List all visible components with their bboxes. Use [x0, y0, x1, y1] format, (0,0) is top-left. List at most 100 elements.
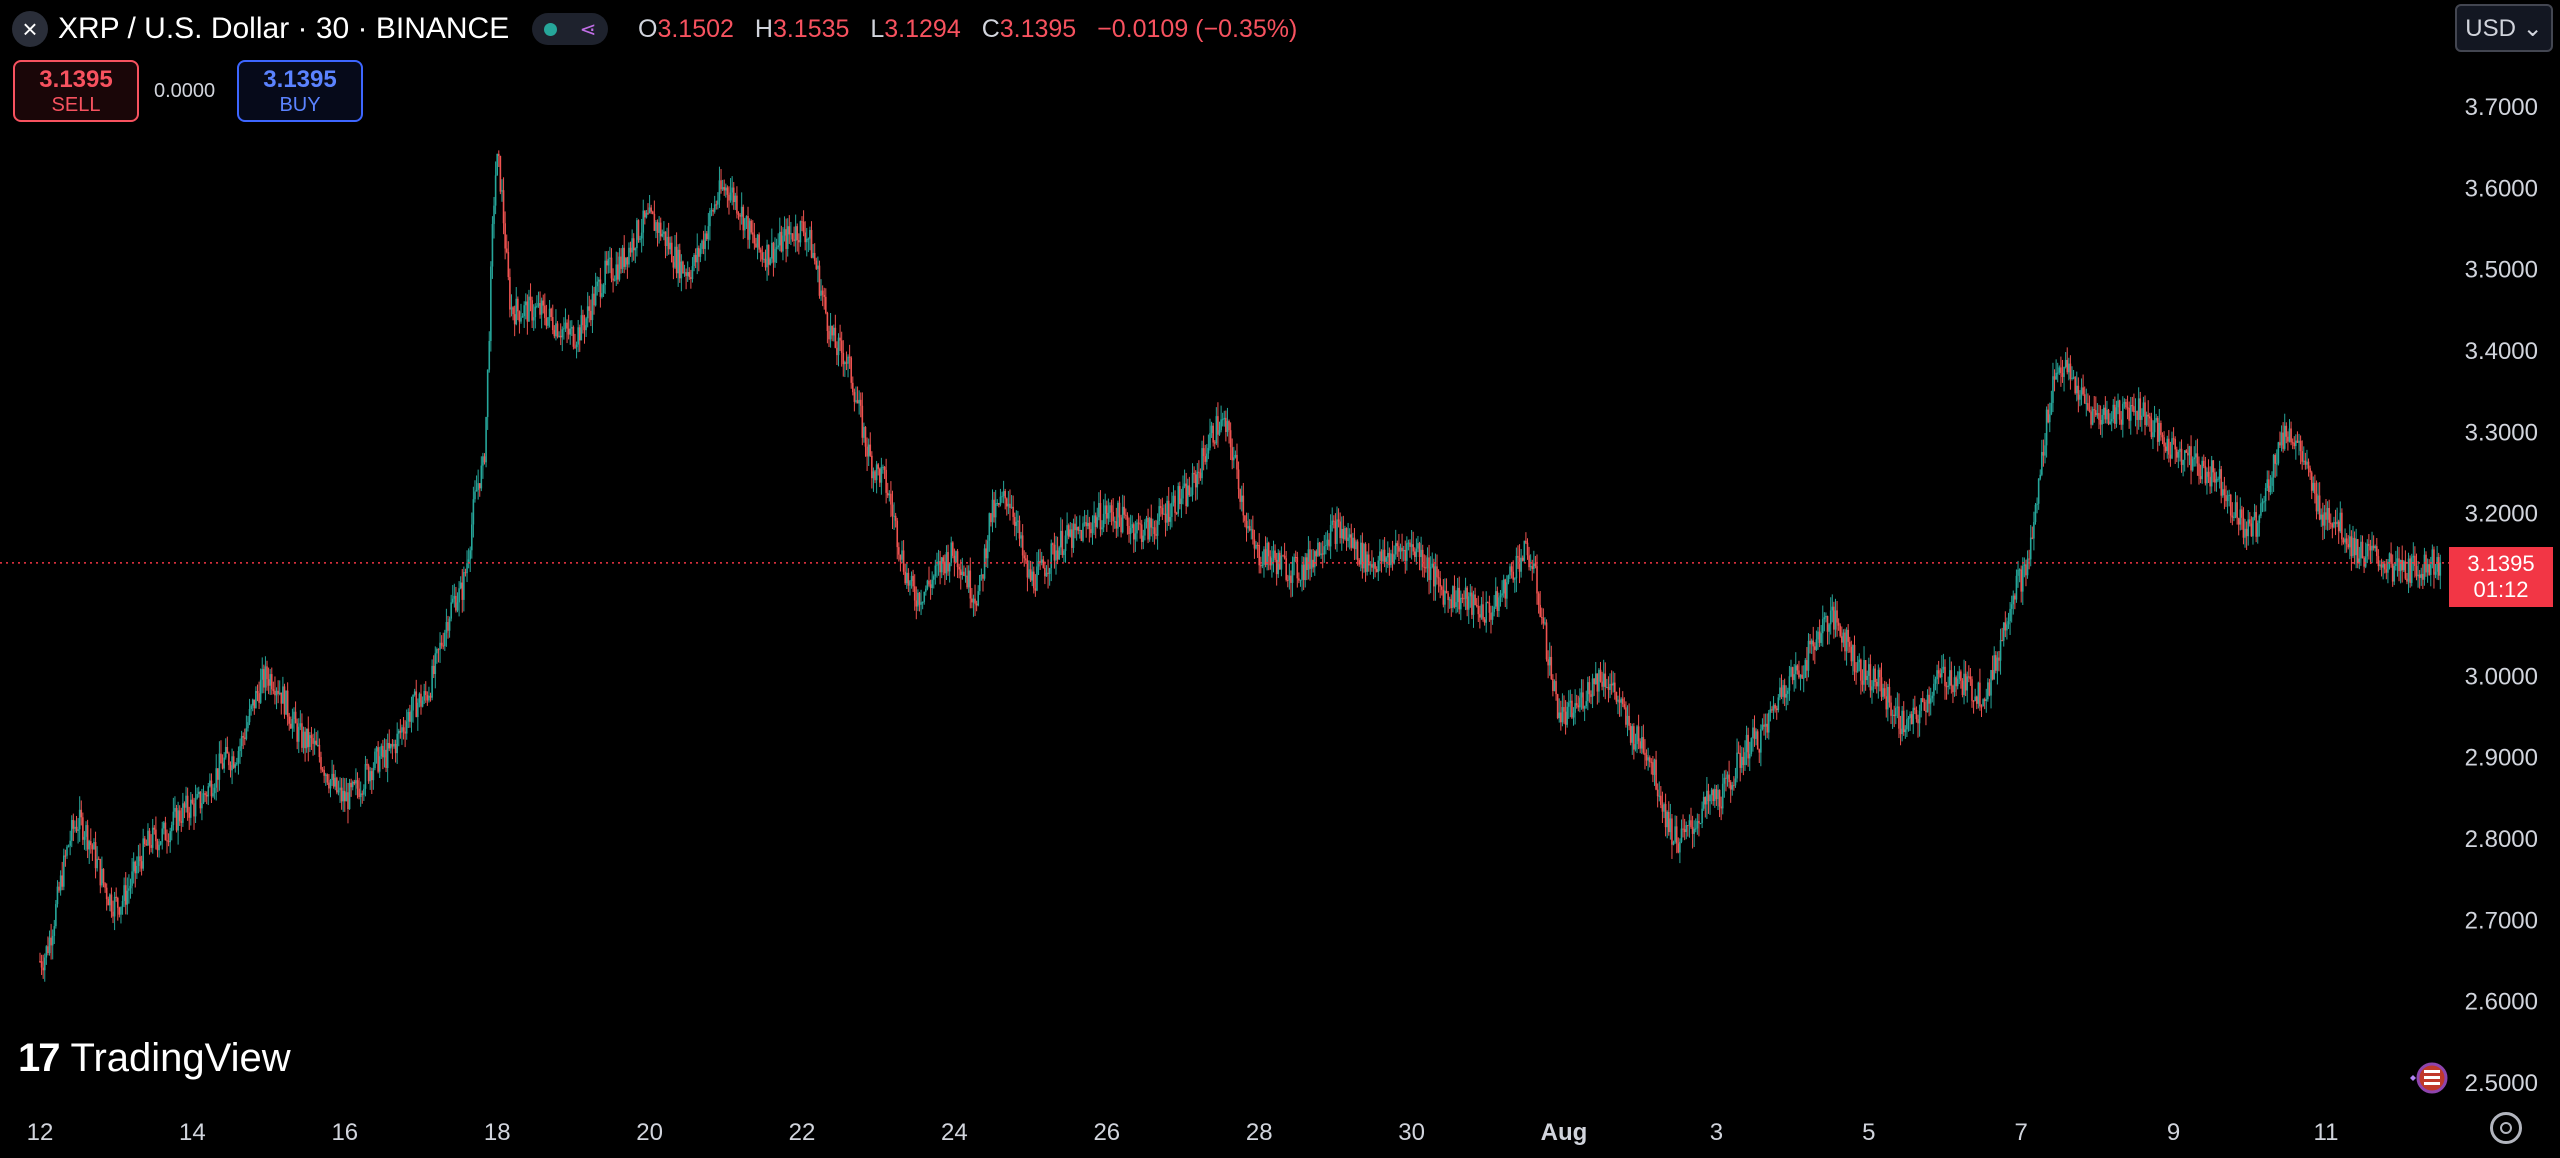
candle-body: [2275, 463, 2278, 465]
candle-body: [1529, 566, 1532, 568]
buy-button[interactable]: 3.1395 BUY: [237, 60, 363, 122]
candle-body: [2282, 432, 2284, 449]
sell-button[interactable]: 3.1395 SELL: [13, 60, 139, 122]
candle-body: [299, 723, 302, 727]
chart-settings-icon[interactable]: [2490, 1112, 2522, 1144]
candle-body: [1323, 546, 1326, 555]
tradingview-logo[interactable]: 17 TradingView: [18, 1036, 291, 1081]
candle-body: [1834, 610, 1837, 630]
candle-body: [1421, 549, 1424, 567]
candle-body: [1236, 454, 1238, 470]
candle-body: [328, 782, 330, 789]
candle-body: [1239, 489, 1241, 502]
candle-body: [1893, 714, 1895, 717]
candle-body: [699, 248, 702, 257]
candle-body: [513, 314, 516, 325]
candle-body: [1753, 727, 1756, 739]
currency-select[interactable]: USD ⌄: [2455, 4, 2553, 52]
us-flag-badge-icon[interactable]: [2404, 1056, 2448, 1100]
last-price-tag: 3.1395 01:12: [2449, 547, 2553, 607]
candle-body: [602, 284, 605, 294]
candle-body: [977, 591, 980, 606]
candle-body: [1307, 549, 1310, 570]
candle-body: [1263, 549, 1265, 565]
candle-body: [1434, 566, 1437, 587]
candle-body: [356, 780, 359, 789]
y-tick-label: 3.0000: [2465, 663, 2538, 690]
candle-body: [2068, 363, 2070, 373]
x-tick-label: 11: [2314, 1119, 2339, 1146]
candle-body: [1109, 505, 1111, 513]
candle-body: [642, 210, 645, 233]
candle-body: [882, 466, 884, 468]
candle-body: [1860, 659, 1862, 681]
candle-body: [832, 327, 835, 336]
candle-body: [2129, 405, 2132, 421]
candle-body: [621, 247, 624, 269]
candle-body: [2155, 418, 2157, 421]
candle-body: [1620, 698, 1622, 703]
candle-body: [1475, 605, 1478, 607]
candle-body: [251, 699, 254, 706]
candle-body: [304, 731, 306, 749]
candle-body: [932, 576, 935, 580]
candle-body: [372, 768, 375, 781]
candle-body: [1812, 640, 1815, 647]
candle-body: [2272, 455, 2275, 478]
candle-body: [1386, 552, 1389, 558]
candle-body: [1769, 709, 1772, 713]
candle-body: [1701, 808, 1703, 823]
candle-body: [1193, 472, 1195, 475]
y-tick-label: 3.4000: [2465, 338, 2538, 365]
candle-body: [274, 690, 276, 696]
ohlc-legend: O3.1502 H3.1535 L3.1294 C3.1395 −0.0109 …: [638, 15, 1311, 44]
candle-body: [1558, 712, 1561, 719]
symbol-title[interactable]: XRP / U.S. Dollar · 30 · BINANCE: [58, 12, 510, 45]
candle-body: [2029, 537, 2032, 560]
close-button[interactable]: ×: [12, 11, 48, 47]
candle-body: [2301, 451, 2303, 462]
candle-body: [1404, 549, 1407, 561]
candle-body: [237, 751, 240, 763]
candle-body: [1471, 592, 1473, 615]
candle-body: [1283, 555, 1286, 559]
candle-body: [2396, 558, 2399, 563]
candle-body: [167, 841, 170, 843]
candle-body: [634, 248, 637, 251]
candle-body: [2436, 557, 2438, 572]
market-status-pill[interactable]: ⋖: [532, 13, 608, 45]
candle-body: [1896, 706, 1899, 708]
candle-body: [2425, 554, 2427, 573]
candle-body: [1320, 553, 1322, 556]
candle-body: [666, 236, 668, 246]
candle-body: [2087, 403, 2089, 410]
candle-body: [2109, 421, 2111, 424]
candle-body: [1082, 523, 1084, 541]
candle-body: [1929, 698, 1932, 704]
candle-body: [2209, 476, 2211, 487]
candle-body: [1445, 590, 1448, 594]
candle-body: [690, 277, 692, 280]
candle-body: [542, 300, 545, 306]
candle-body: [1031, 571, 1033, 581]
candle-body: [1623, 704, 1626, 708]
candle-body: [2036, 503, 2038, 505]
candle-body: [1090, 529, 1092, 534]
candle-body: [1058, 547, 1060, 560]
candle-body: [1406, 543, 1408, 561]
candle-body: [1677, 843, 1680, 853]
candle-body: [1447, 593, 1449, 601]
candle-body: [1228, 421, 1230, 431]
candle-body: [1112, 512, 1114, 522]
candle-body: [705, 233, 708, 240]
candle-body: [1936, 670, 1938, 680]
candle-body: [1934, 679, 1937, 684]
candle-body: [1402, 549, 1405, 552]
candle-body: [2320, 514, 2323, 520]
candle-body: [839, 337, 841, 341]
candle-body: [2144, 402, 2146, 426]
candle-body: [1907, 718, 1910, 720]
candle-body: [2344, 538, 2346, 543]
candle-body: [159, 841, 162, 845]
